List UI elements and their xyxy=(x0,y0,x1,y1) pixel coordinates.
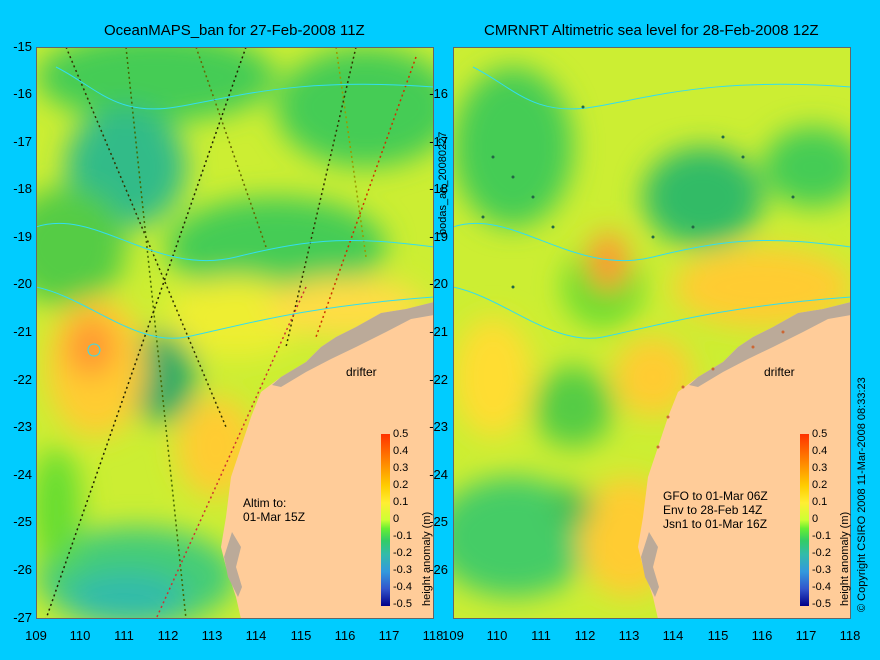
colorbar-tick: -0.3 xyxy=(393,564,412,576)
x-tick-label: 109 xyxy=(25,628,47,643)
colorbar-tick: -0.4 xyxy=(393,581,412,593)
x-tick-label: 112 xyxy=(574,628,596,643)
y-tick-label: -17 xyxy=(429,134,448,149)
altim-note-line-1: Altim to: xyxy=(243,496,287,510)
y-tick-label: -24 xyxy=(429,467,448,482)
x-tick-label: 111 xyxy=(114,628,134,643)
jsn1-note: Jsn1 to 01-Mar 16Z xyxy=(663,517,768,531)
x-tick-label: 114 xyxy=(662,628,684,643)
colorbar-tick: 0.2 xyxy=(812,479,828,491)
y-tick-label: -23 xyxy=(429,419,448,434)
colorbar-left xyxy=(381,434,390,606)
x-tick-label: 109 xyxy=(442,628,464,643)
left-map-title: OceanMAPS_ban for 27-Feb-2008 11Z xyxy=(104,22,365,39)
colorbar-tick: 0.3 xyxy=(812,462,828,474)
colorbar-tick: 0.1 xyxy=(812,496,828,508)
y-tick-label: -17 xyxy=(13,134,32,149)
colorbar-tick: -0.5 xyxy=(812,598,831,610)
x-tick-label: 114 xyxy=(245,628,267,643)
x-tick-label: 115 xyxy=(290,628,312,643)
analysis-id-label: bodas_an_20080227 xyxy=(437,131,449,235)
y-tick-label: -18 xyxy=(429,181,448,196)
x-tick-label: 110 xyxy=(486,628,508,643)
y-tick-label: -18 xyxy=(13,181,32,196)
y-tick-label: -19 xyxy=(429,229,448,244)
colorbar-tick: -0.1 xyxy=(812,530,831,542)
colorbar-tick: 0.2 xyxy=(393,479,409,491)
y-tick-label: -25 xyxy=(13,514,32,529)
colorbar-tick: 0 xyxy=(812,513,819,525)
x-tick-label: 118 xyxy=(422,628,444,643)
y-tick-label: -23 xyxy=(13,419,32,434)
colorbar-tick: 0.1 xyxy=(393,496,409,508)
y-tick-label: -19 xyxy=(13,229,32,244)
colorbar-tick: -0.2 xyxy=(393,547,412,559)
gfo-note: GFO to 01-Mar 06Z xyxy=(663,489,768,503)
colorbar-tick: 0.3 xyxy=(393,462,409,474)
y-tick-label: -25 xyxy=(429,514,448,529)
x-tick-label: 117 xyxy=(378,628,400,643)
x-tick-label: 113 xyxy=(618,628,640,643)
y-tick-label: -16 xyxy=(429,86,448,101)
colorbar-tick: -0.3 xyxy=(812,564,831,576)
y-tick-label: -20 xyxy=(13,276,32,291)
x-tick-label: 116 xyxy=(751,628,773,643)
y-tick-label: -16 xyxy=(13,86,32,101)
y-tick-label: -26 xyxy=(13,562,32,577)
colorbar-tick: 0 xyxy=(393,513,400,525)
colorbar-tick: 0.4 xyxy=(812,445,828,457)
x-tick-label: 111 xyxy=(531,628,551,643)
colorbar-tick: 0.5 xyxy=(812,428,828,440)
drifter-label: drifter xyxy=(764,365,795,379)
colorbar-tick: -0.4 xyxy=(812,581,831,593)
colorbar-label: height anomaly (m) xyxy=(839,511,851,606)
left-map xyxy=(36,47,434,619)
colorbar-tick: -0.1 xyxy=(393,530,412,542)
right-map xyxy=(453,47,851,619)
y-tick-label: -27 xyxy=(13,610,32,625)
y-tick-label: -21 xyxy=(13,324,32,339)
drifter-label: drifter xyxy=(346,365,377,379)
colorbar-tick: -0.5 xyxy=(393,598,412,610)
y-tick-label: -20 xyxy=(429,276,448,291)
y-tick-label: -22 xyxy=(429,372,448,387)
altim-note-line-2: 01-Mar 15Z xyxy=(243,510,306,524)
y-tick-label: -24 xyxy=(13,467,32,482)
x-tick-label: 116 xyxy=(334,628,356,643)
x-tick-label: 112 xyxy=(157,628,179,643)
copyright-label: © Copyright CSIRO 2008 11-Mar-2008 08:33… xyxy=(856,377,868,612)
x-tick-label: 117 xyxy=(795,628,817,643)
x-tick-label: 118 xyxy=(839,628,861,643)
colorbar-tick: -0.2 xyxy=(812,547,831,559)
x-tick-label: 113 xyxy=(201,628,223,643)
y-tick-label: -21 xyxy=(429,324,448,339)
colorbar-tick: 0.4 xyxy=(393,445,409,457)
y-tick-label: -22 xyxy=(13,372,32,387)
env-note: Env to 28-Feb 14Z xyxy=(663,503,763,517)
colorbar-label: height anomaly (m) xyxy=(421,511,433,606)
colorbar-tick: 0.5 xyxy=(393,428,409,440)
x-tick-label: 110 xyxy=(69,628,91,643)
x-tick-label: 115 xyxy=(707,628,729,643)
y-tick-label: -15 xyxy=(13,39,32,54)
right-map-title: CMRNRT Altimetric sea level for 28-Feb-2… xyxy=(484,22,819,39)
y-tick-label: -26 xyxy=(429,562,448,577)
colorbar-right xyxy=(800,434,809,606)
